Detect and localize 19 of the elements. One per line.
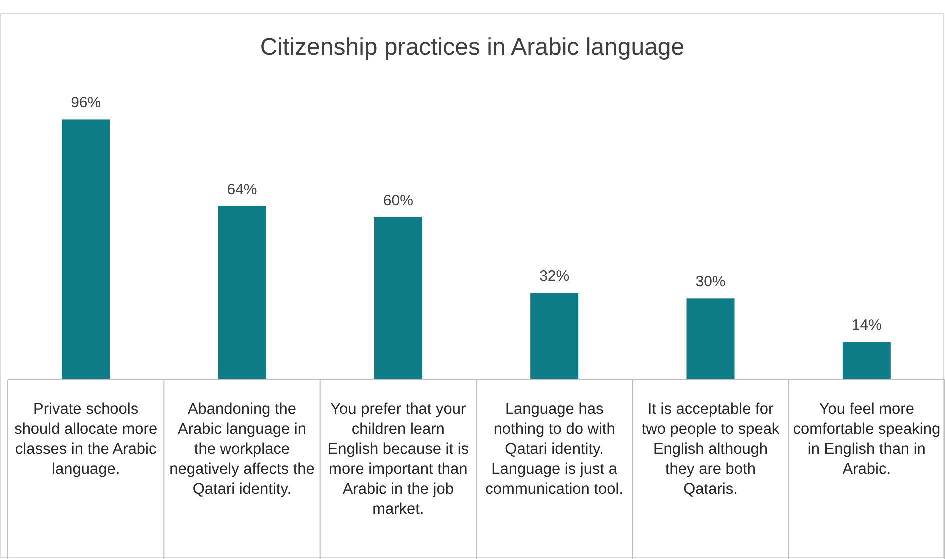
data-label: 96% <box>71 94 102 112</box>
bar <box>530 293 579 380</box>
x-tick-label: Private schools should allocate more classes in the Arabic language. <box>14 401 158 478</box>
x-tick-label: It is acceptable for two people to speak English although they are both Qataris. <box>642 401 780 498</box>
data-label: 60% <box>383 192 414 210</box>
bar <box>842 342 891 380</box>
data-label: 64% <box>227 181 258 198</box>
data-label: 14% <box>852 317 882 334</box>
bar <box>62 120 110 380</box>
chart-title: Citizenship practices in Arabic language <box>260 34 685 61</box>
data-label: 32% <box>540 268 570 286</box>
bar <box>374 217 422 380</box>
x-tick-label: Abandoning the Arabic language in the workplace negatively affects the Qatari identity. <box>170 401 315 498</box>
bar <box>686 298 735 380</box>
x-tick-label: You prefer that your children learn English because it is more important than Arabic in the job market. <box>328 401 470 518</box>
data-label: 30% <box>696 274 726 291</box>
x-tick-label: Language has nothing to do with Qatari identity. Language is just a communication tool. <box>486 401 624 498</box>
bar <box>218 206 266 380</box>
x-tick-label: You feel more comfortable speaking in English than in Arabic. <box>793 401 941 478</box>
